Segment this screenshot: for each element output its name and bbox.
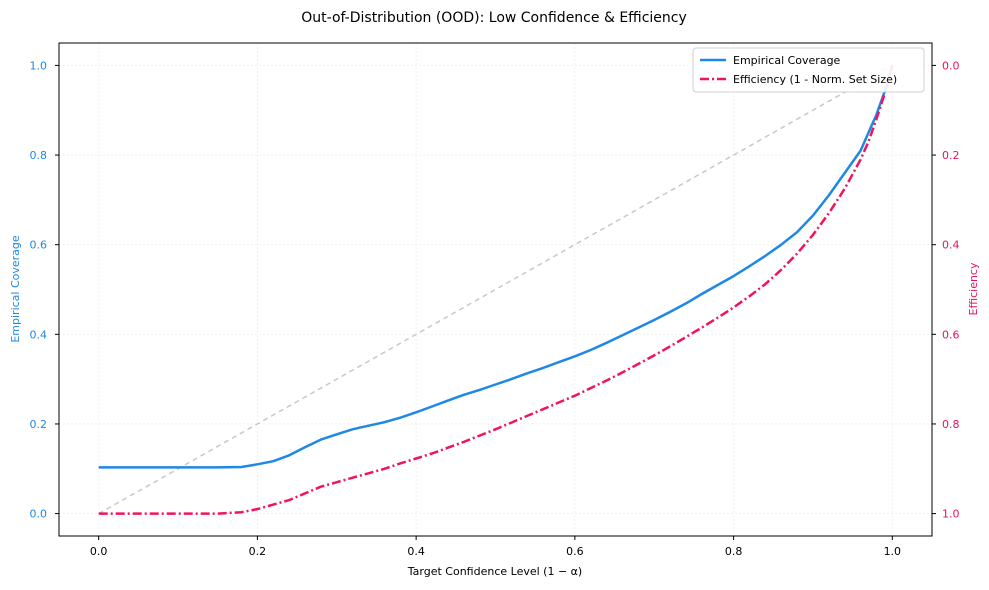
ideal-diagonal-line	[98, 64, 893, 515]
y-left-tick-label-1: 0.2	[30, 418, 48, 431]
legend-box	[692, 47, 925, 93]
y-right-tick-label-2: 0.4	[942, 239, 960, 252]
y-right-tick-label-5: 1.0	[942, 508, 960, 521]
series-line-efficiency	[98, 65, 894, 515]
y-axis-left-label: Empirical Coverage	[9, 235, 22, 343]
y-right-tick-label-3: 0.6	[942, 328, 960, 341]
series-layer	[98, 64, 894, 515]
legend-label-efficiency: Efficiency (1 - Norm. Set Size)	[733, 73, 897, 86]
chart-title: Out-of-Distribution (OOD): Low Confidenc…	[301, 10, 687, 26]
x-tick-label-5: 1.0	[884, 545, 902, 558]
y-left-tick-label-2: 0.4	[30, 328, 48, 341]
x-axis-label: Target Confidence Level (1 − α)	[407, 565, 582, 578]
y-left-tick-label-0: 0.0	[30, 508, 48, 521]
x-tick-label-0: 0.0	[90, 545, 108, 558]
y-left-tick-label-4: 0.8	[30, 149, 48, 162]
y-axis-right-label: Efficiency	[967, 262, 980, 315]
y-right-tick-label-4: 0.8	[942, 418, 960, 431]
y-right-tick-label-0: 0.0	[942, 59, 960, 72]
x-tick-label-1: 0.2	[249, 545, 267, 558]
series-line-empirical-coverage	[98, 65, 894, 469]
x-tick-label-4: 0.8	[725, 545, 743, 558]
y-left-tick-label-3: 0.6	[30, 239, 48, 252]
axis-layer: 0.0 0.2 0.4 0.6 0.8 1.0 0.0 0.2 0.4 0.6 0.8 1.0 0.0 0…	[30, 59, 960, 558]
x-tick-label-3: 0.6	[566, 545, 584, 558]
y-left-tick-label-5: 1.0	[30, 59, 48, 72]
legend: Empirical Coverage Efficiency (1 - Norm.…	[692, 47, 925, 93]
grid-layer	[59, 43, 932, 536]
plot-frame	[58, 42, 933, 537]
x-tick-label-2: 0.4	[407, 545, 425, 558]
y-right-tick-label-1: 0.2	[942, 149, 960, 162]
legend-label-coverage: Empirical Coverage	[733, 54, 841, 67]
